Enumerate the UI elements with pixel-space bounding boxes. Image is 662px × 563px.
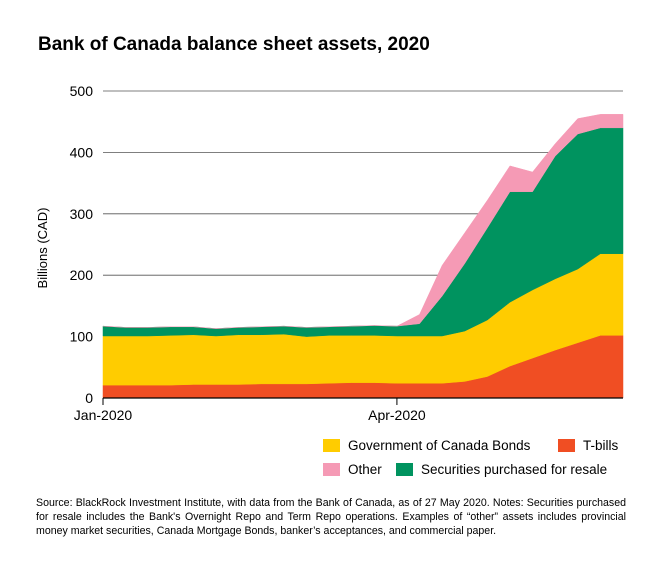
legend-item-t-bills: T-bills — [558, 438, 618, 453]
y-tick-label: 400 — [70, 144, 94, 160]
source-note: Source: BlackRock Investment Institute, … — [36, 497, 626, 537]
y-axis: 0 100 200 300 400 500 — [70, 83, 94, 406]
legend-item-government-bonds: Government of Canada Bonds — [323, 438, 530, 453]
legend-label-government-bonds: Government of Canada Bonds — [348, 438, 531, 453]
legend-label-securities-resale: Securities purchased for resale — [421, 462, 608, 477]
legend-item-securities-resale: Securities purchased for resale — [396, 462, 607, 477]
area-other — [102, 114, 624, 329]
y-tick-label: 500 — [70, 83, 94, 99]
y-tick-label: 100 — [70, 329, 94, 345]
y-tick-label: 300 — [70, 206, 94, 222]
y-axis-label: Billions (CAD) — [35, 208, 50, 289]
chart-title: Bank of Canada balance sheet assets, 202… — [38, 34, 430, 55]
legend-label-t-bills: T-bills — [583, 438, 619, 453]
legend-swatch-other — [323, 463, 340, 476]
y-tick-label: 200 — [70, 267, 94, 283]
legend-item-other: Other — [323, 462, 382, 477]
x-axis: Jan-2020 Apr-2020 — [74, 397, 623, 423]
chart: 0 100 200 300 400 500 Jan-2020 Apr-2020 Billio… — [35, 83, 624, 423]
x-tick-label: Apr-2020 — [368, 407, 426, 423]
y-tick-label: 0 — [85, 390, 93, 406]
legend-swatch-government-bonds — [323, 439, 340, 452]
legend-swatch-securities-resale — [396, 463, 413, 476]
legend-swatch-t-bills — [558, 439, 575, 452]
legend-label-other: Other — [348, 462, 382, 477]
x-tick-label: Jan-2020 — [74, 407, 133, 423]
area-series — [102, 114, 624, 399]
